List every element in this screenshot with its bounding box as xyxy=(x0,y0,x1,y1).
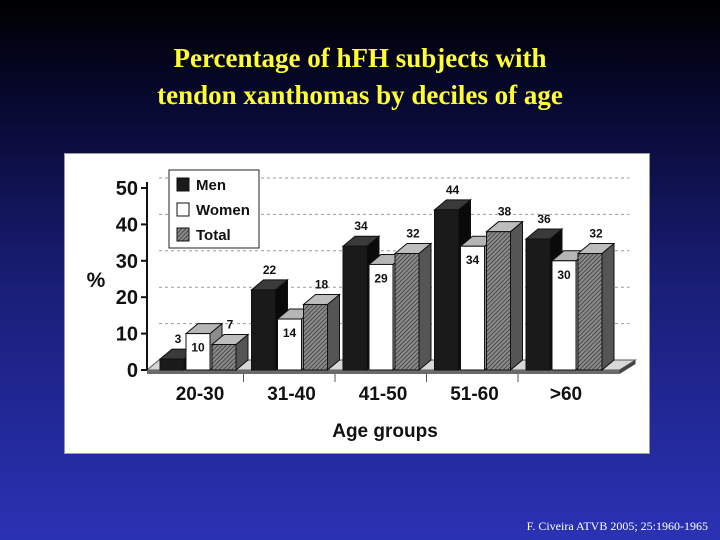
bar-total-51-60 xyxy=(485,220,524,372)
data-label-men-20-30: 3 xyxy=(175,332,182,346)
bar-total-31-40 xyxy=(302,293,341,372)
x-tick-label-51-60: 51-60 xyxy=(450,384,499,405)
y-tick-label-40: 40 xyxy=(116,214,138,236)
legend-label-women: Women xyxy=(196,202,250,219)
bar-chart: 0 10 20 30 40 50 3 10 7 22 14 18 34 29 32 44 34 38 36 30 32… xyxy=(87,169,638,442)
citation: F. Civeira ATVB 2005; 25:1960-1965 xyxy=(526,519,708,533)
bar-total-41-50 xyxy=(393,242,433,372)
data-label-women-51-60: 34 xyxy=(466,253,480,267)
data-label-total-31-40: 18 xyxy=(315,277,329,291)
title-line-2: tendon xanthomas by deciles of age xyxy=(157,80,563,110)
data-label-men-51-60: 44 xyxy=(446,183,460,197)
x-tick-label->60: >60 xyxy=(550,384,582,405)
slide-title: Percentage of hFH subjects with tendon x… xyxy=(0,40,720,114)
legend-item-men: Men xyxy=(176,177,226,194)
data-label-total-20-30: 7 xyxy=(227,318,234,332)
legend-swatch-total xyxy=(176,227,190,242)
legend: Men Women Total xyxy=(168,169,260,249)
y-axis: 0 10 20 30 40 50 xyxy=(116,178,148,382)
data-labels: 3 10 7 22 14 18 34 29 32 44 34 38 36 30 32 xyxy=(175,183,603,355)
data-label-women-20-30: 10 xyxy=(191,341,205,355)
chart-panel: 0 10 20 30 40 50 3 10 7 22 14 18 34 29 32 44 34 38 36 30 32… xyxy=(64,153,650,454)
y-tick-label-10: 10 xyxy=(116,324,138,346)
y-tick-label-0: 0 xyxy=(127,360,138,382)
data-label-women-31-40: 14 xyxy=(283,326,297,340)
y-tick-label-50: 50 xyxy=(116,178,138,200)
legend-swatch-men xyxy=(176,177,190,192)
floor-side xyxy=(619,360,636,374)
x-tick-label-20-30: 20-30 xyxy=(176,384,225,405)
bar-total-20-30 xyxy=(210,333,250,372)
y-axis-title: % xyxy=(87,269,106,292)
data-label-total-51-60: 38 xyxy=(498,205,512,219)
legend-swatch-women xyxy=(176,202,190,217)
y-tick-label-30: 30 xyxy=(116,251,138,273)
data-label-men->60: 36 xyxy=(537,212,551,226)
legend-label-total: Total xyxy=(196,227,231,244)
data-label-total-41-50: 32 xyxy=(406,227,420,241)
y-tick-label-20: 20 xyxy=(116,287,138,309)
data-label-total->60: 32 xyxy=(589,227,603,241)
data-label-women->60: 30 xyxy=(557,268,571,282)
bars-layer xyxy=(158,198,616,372)
data-label-women-41-50: 29 xyxy=(374,271,388,285)
x-axis-title: Age groups xyxy=(332,421,438,442)
data-label-men-41-50: 34 xyxy=(354,219,368,233)
floor-front xyxy=(147,370,620,374)
x-tick-label-41-50: 41-50 xyxy=(359,384,408,405)
title-line-1: Percentage of hFH subjects with xyxy=(173,43,547,73)
data-label-men-31-40: 22 xyxy=(263,263,277,277)
bar-total->60 xyxy=(576,242,616,372)
x-axis-labels: 20-30 31-40 41-50 51-60 >60 xyxy=(176,374,582,405)
x-tick-label-31-40: 31-40 xyxy=(267,384,316,405)
legend-item-total: Total xyxy=(176,227,231,244)
legend-label-men: Men xyxy=(196,177,226,194)
legend-item-women: Women xyxy=(176,202,250,219)
